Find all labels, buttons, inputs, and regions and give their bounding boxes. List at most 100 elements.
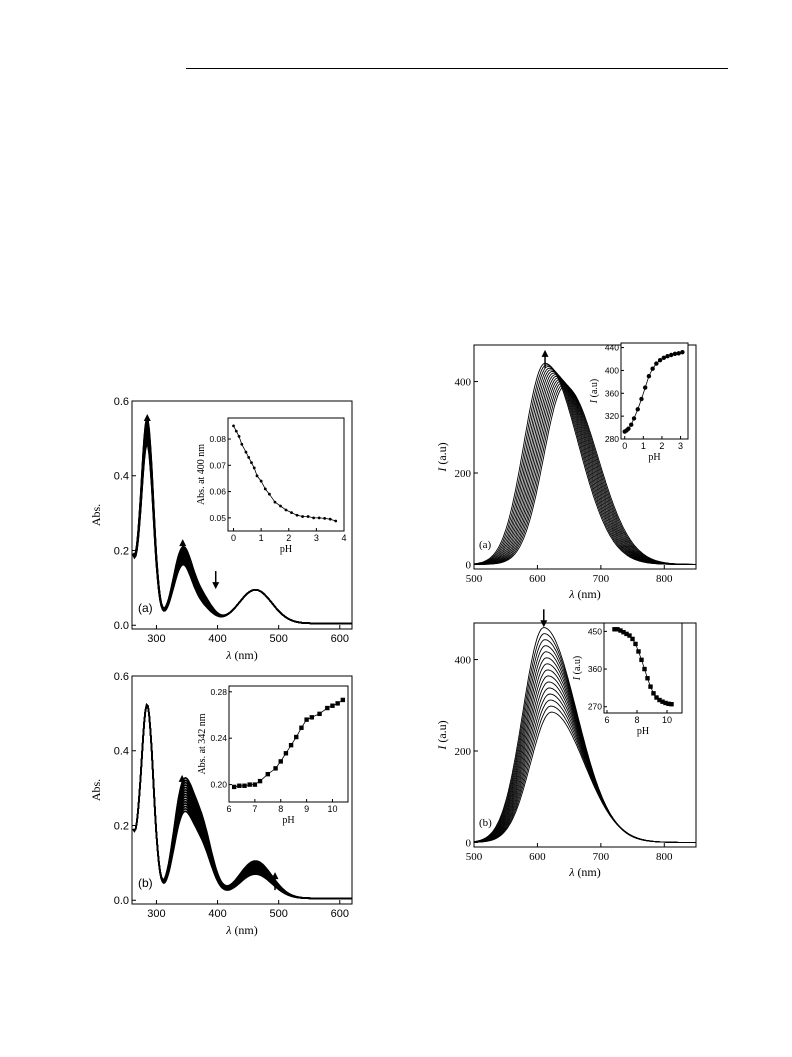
y-axis-label: I (a.u): [435, 720, 449, 750]
header-rule: [186, 68, 728, 69]
inset-data-point: [232, 424, 235, 428]
inset-data-point: [304, 717, 309, 722]
inset-x-tick-label: 2: [286, 533, 291, 543]
y-tick-label: 0: [466, 559, 472, 571]
x-tick-label: 700: [593, 573, 610, 585]
inset-data-point: [340, 697, 346, 703]
y-tick-label: 0.0: [114, 620, 129, 632]
plot-frame: [131, 675, 353, 905]
y-axis-var: I: [435, 745, 449, 751]
inset-x-tick-label: 0: [622, 441, 627, 451]
x-axis-var: λ: [225, 923, 231, 937]
inset-x-tick-label: 0: [231, 533, 236, 543]
inset-data-point: [661, 355, 667, 361]
x-tick-label: 300: [147, 908, 165, 920]
inset-y-tick-label: 0.24: [210, 733, 227, 743]
inset-x-tick-label: 6: [226, 804, 231, 814]
inset-data-point: [654, 361, 659, 366]
inset-x-tick-label: 9: [304, 804, 309, 814]
trend-arrow-head: [143, 413, 151, 421]
inset-data-point: [335, 701, 340, 706]
y-tick-label: 0.4: [114, 746, 129, 758]
inset-data-point: [250, 461, 253, 465]
series-line: [473, 362, 696, 565]
series-line: [474, 711, 696, 843]
inset-data-point: [247, 782, 252, 787]
panel-label: (b): [138, 876, 153, 890]
inset-data-point: [672, 351, 678, 357]
series-line: [132, 703, 352, 900]
inset-data-point: [621, 630, 626, 635]
absorbance-chart-a: 300 400 500 600 0.0 0.2 0.4 0.6 (a) λ (nm) Abs. 0 1 2…: [89, 396, 353, 662]
inset-data-point: [299, 725, 304, 730]
inset-data-point: [635, 407, 640, 412]
x-axis-label: λ (nm): [568, 865, 601, 879]
inset-y-tick-label: 0.06: [209, 487, 226, 497]
inset-data-point: [657, 697, 662, 703]
inset-data-point: [242, 783, 247, 788]
inset-data-point: [612, 627, 617, 632]
x-tick-label: 800: [656, 851, 673, 863]
inset-y-axis-label: I (a.u): [589, 379, 600, 404]
y-axis-label: Abs.: [89, 779, 103, 801]
inset-data-point: [312, 516, 316, 520]
x-axis-var: λ: [568, 865, 574, 879]
x-axis-unit: (nm): [574, 587, 600, 601]
inset-data-point: [629, 422, 634, 427]
inset-data-point: [244, 450, 248, 454]
inset-x-tick-label: 1: [259, 533, 264, 543]
x-tick-label: 600: [529, 573, 546, 585]
inset-y-axis-unit: (a.u): [589, 379, 600, 400]
x-tick-label: 600: [331, 633, 349, 645]
inset-data-point: [257, 778, 263, 784]
inset-y-tick-label: 270: [588, 702, 602, 712]
inset-data-point: [633, 641, 638, 647]
inset-x-axis-label: pH: [282, 815, 294, 826]
trend-arrow-head: [541, 349, 549, 357]
inset-x-axis-label: pH: [637, 726, 649, 737]
inset-data-point: [676, 351, 681, 356]
inset-y-tick-label: 360: [588, 664, 602, 674]
x-axis-unit: (nm): [574, 865, 600, 879]
inset-data-point: [639, 396, 644, 402]
panel-label: (b): [479, 817, 492, 829]
inset-x-tick-label: 3: [678, 441, 683, 451]
x-tick-label: 700: [593, 851, 610, 863]
y-tick-label: 0: [466, 837, 472, 849]
inset-data-point: [660, 699, 665, 704]
y-tick-label: 0.2: [114, 820, 129, 832]
x-tick-label: 500: [466, 573, 483, 585]
inset-data-point: [265, 771, 271, 777]
inset-data-point: [657, 357, 663, 363]
inset-x-tick-label: 8: [278, 804, 283, 814]
x-tick-label: 500: [269, 633, 287, 645]
inset-y-tick-label: 0.07: [209, 460, 226, 470]
y-tick-label: 0.4: [114, 471, 129, 483]
inset-y-axis-unit: (a.u): [572, 656, 583, 677]
inset-data-point: [631, 416, 637, 421]
inset-data-point: [259, 479, 263, 483]
inset-data-point: [290, 511, 293, 515]
inset-data-point: [639, 657, 644, 663]
y-tick-label: 0.0: [114, 895, 129, 907]
y-tick-label: 200: [455, 746, 472, 758]
inset-data-point: [284, 508, 288, 512]
inset-data-point: [630, 636, 635, 642]
inset-data-point: [240, 442, 244, 446]
inset-y-tick-label: 0.08: [209, 434, 226, 444]
x-axis-unit: (nm): [231, 648, 257, 662]
trend-arrow-head: [271, 872, 279, 880]
trend-arrow-head: [179, 539, 187, 547]
inset-data-point: [279, 504, 282, 508]
inset-y-axis-var: I: [572, 676, 583, 681]
x-axis-label: λ (nm): [225, 923, 258, 937]
x-axis-label: λ (nm): [568, 587, 601, 601]
inset-data-point: [663, 700, 668, 706]
x-axis-label: λ (nm): [225, 648, 258, 662]
inset-data-point: [650, 366, 655, 371]
y-tick-label: 0.6: [114, 396, 129, 408]
inset-data-point: [680, 349, 685, 355]
inset-data-point: [317, 516, 321, 520]
inset-data-point: [330, 703, 335, 708]
